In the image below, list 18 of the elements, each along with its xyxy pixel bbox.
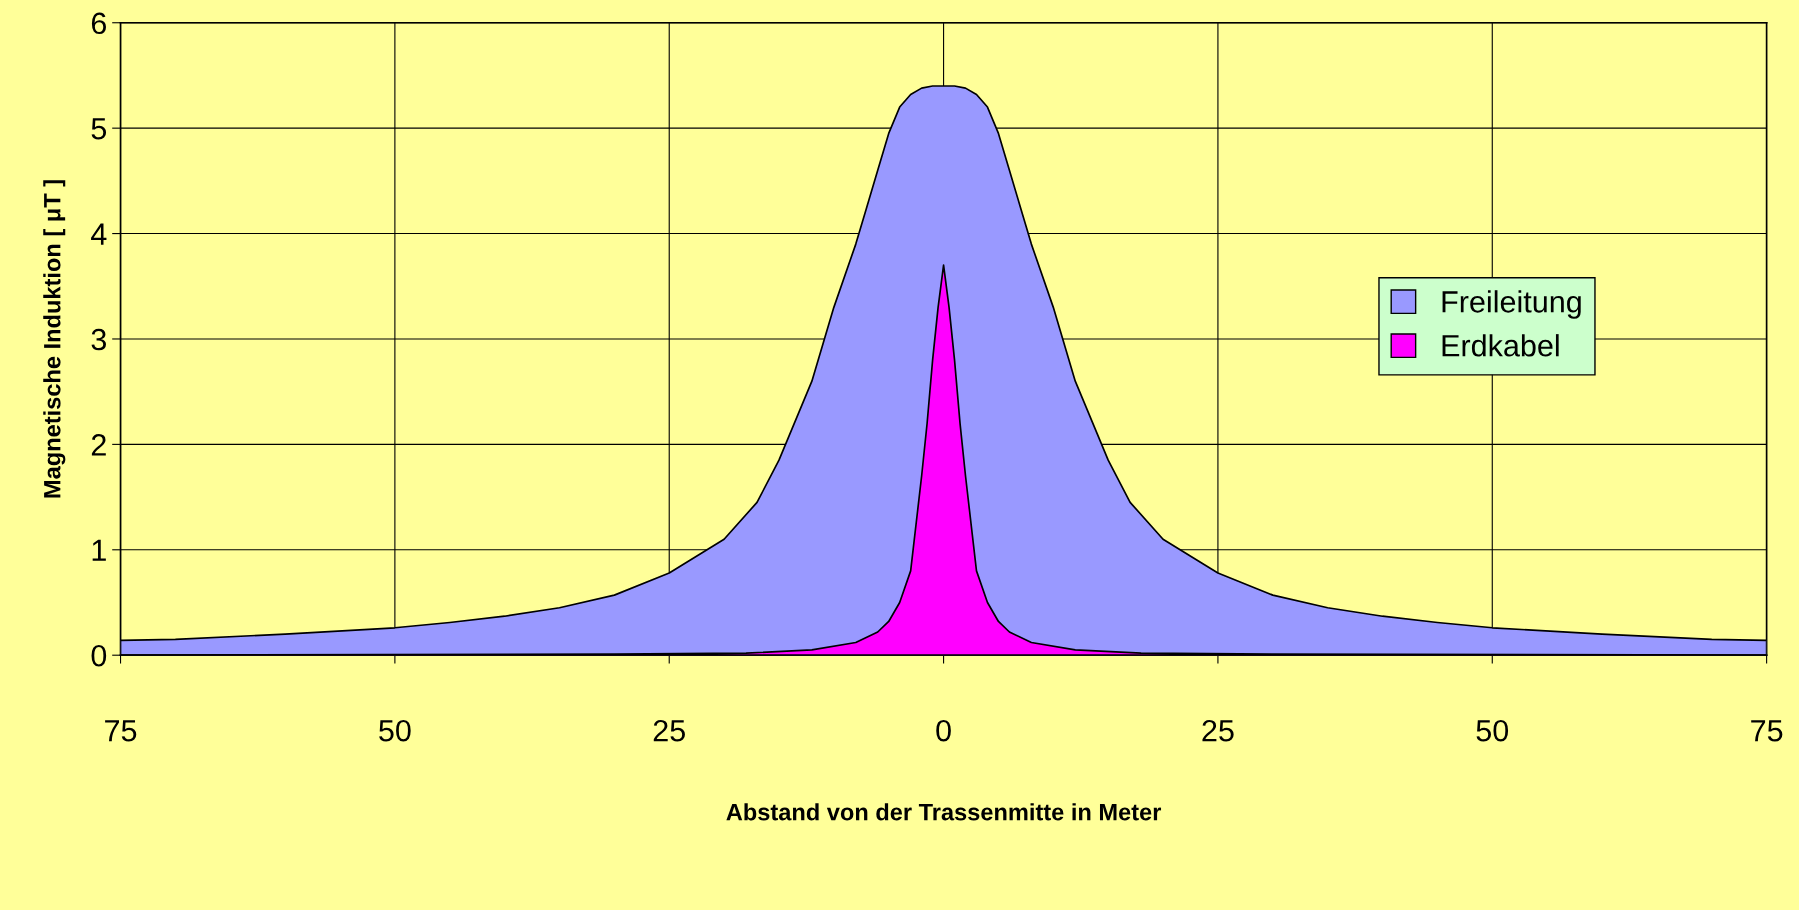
y-tick-label: 1 — [92, 539, 106, 561]
y-tick-label: 3 — [91, 328, 106, 351]
legend-label: Freileitung — [1442, 290, 1581, 319]
x-tick-label: 25 — [653, 719, 685, 742]
x-tick-label: 25 — [1202, 719, 1234, 742]
y-axis-title: Magnetische Induktion [ μT ] — [43, 180, 66, 498]
x-tick-label: 0 — [936, 719, 951, 742]
y-tick-label: 6 — [91, 12, 106, 35]
x-tick-label: 50 — [1476, 719, 1509, 742]
legend-label: Erdkabel — [1442, 334, 1559, 357]
y-tick-label: 4 — [91, 223, 107, 245]
y-tick-label: 2 — [91, 434, 106, 456]
x-tick-label: 75 — [1751, 720, 1783, 742]
x-tick-label: 50 — [379, 719, 411, 742]
x-axis-title: Abstand von der Trassenmitte in Meter — [726, 803, 1162, 821]
y-tick-label: 5 — [91, 118, 107, 140]
x-tick-label: 75 — [105, 720, 137, 742]
y-tick-label: 0 — [91, 644, 107, 667]
